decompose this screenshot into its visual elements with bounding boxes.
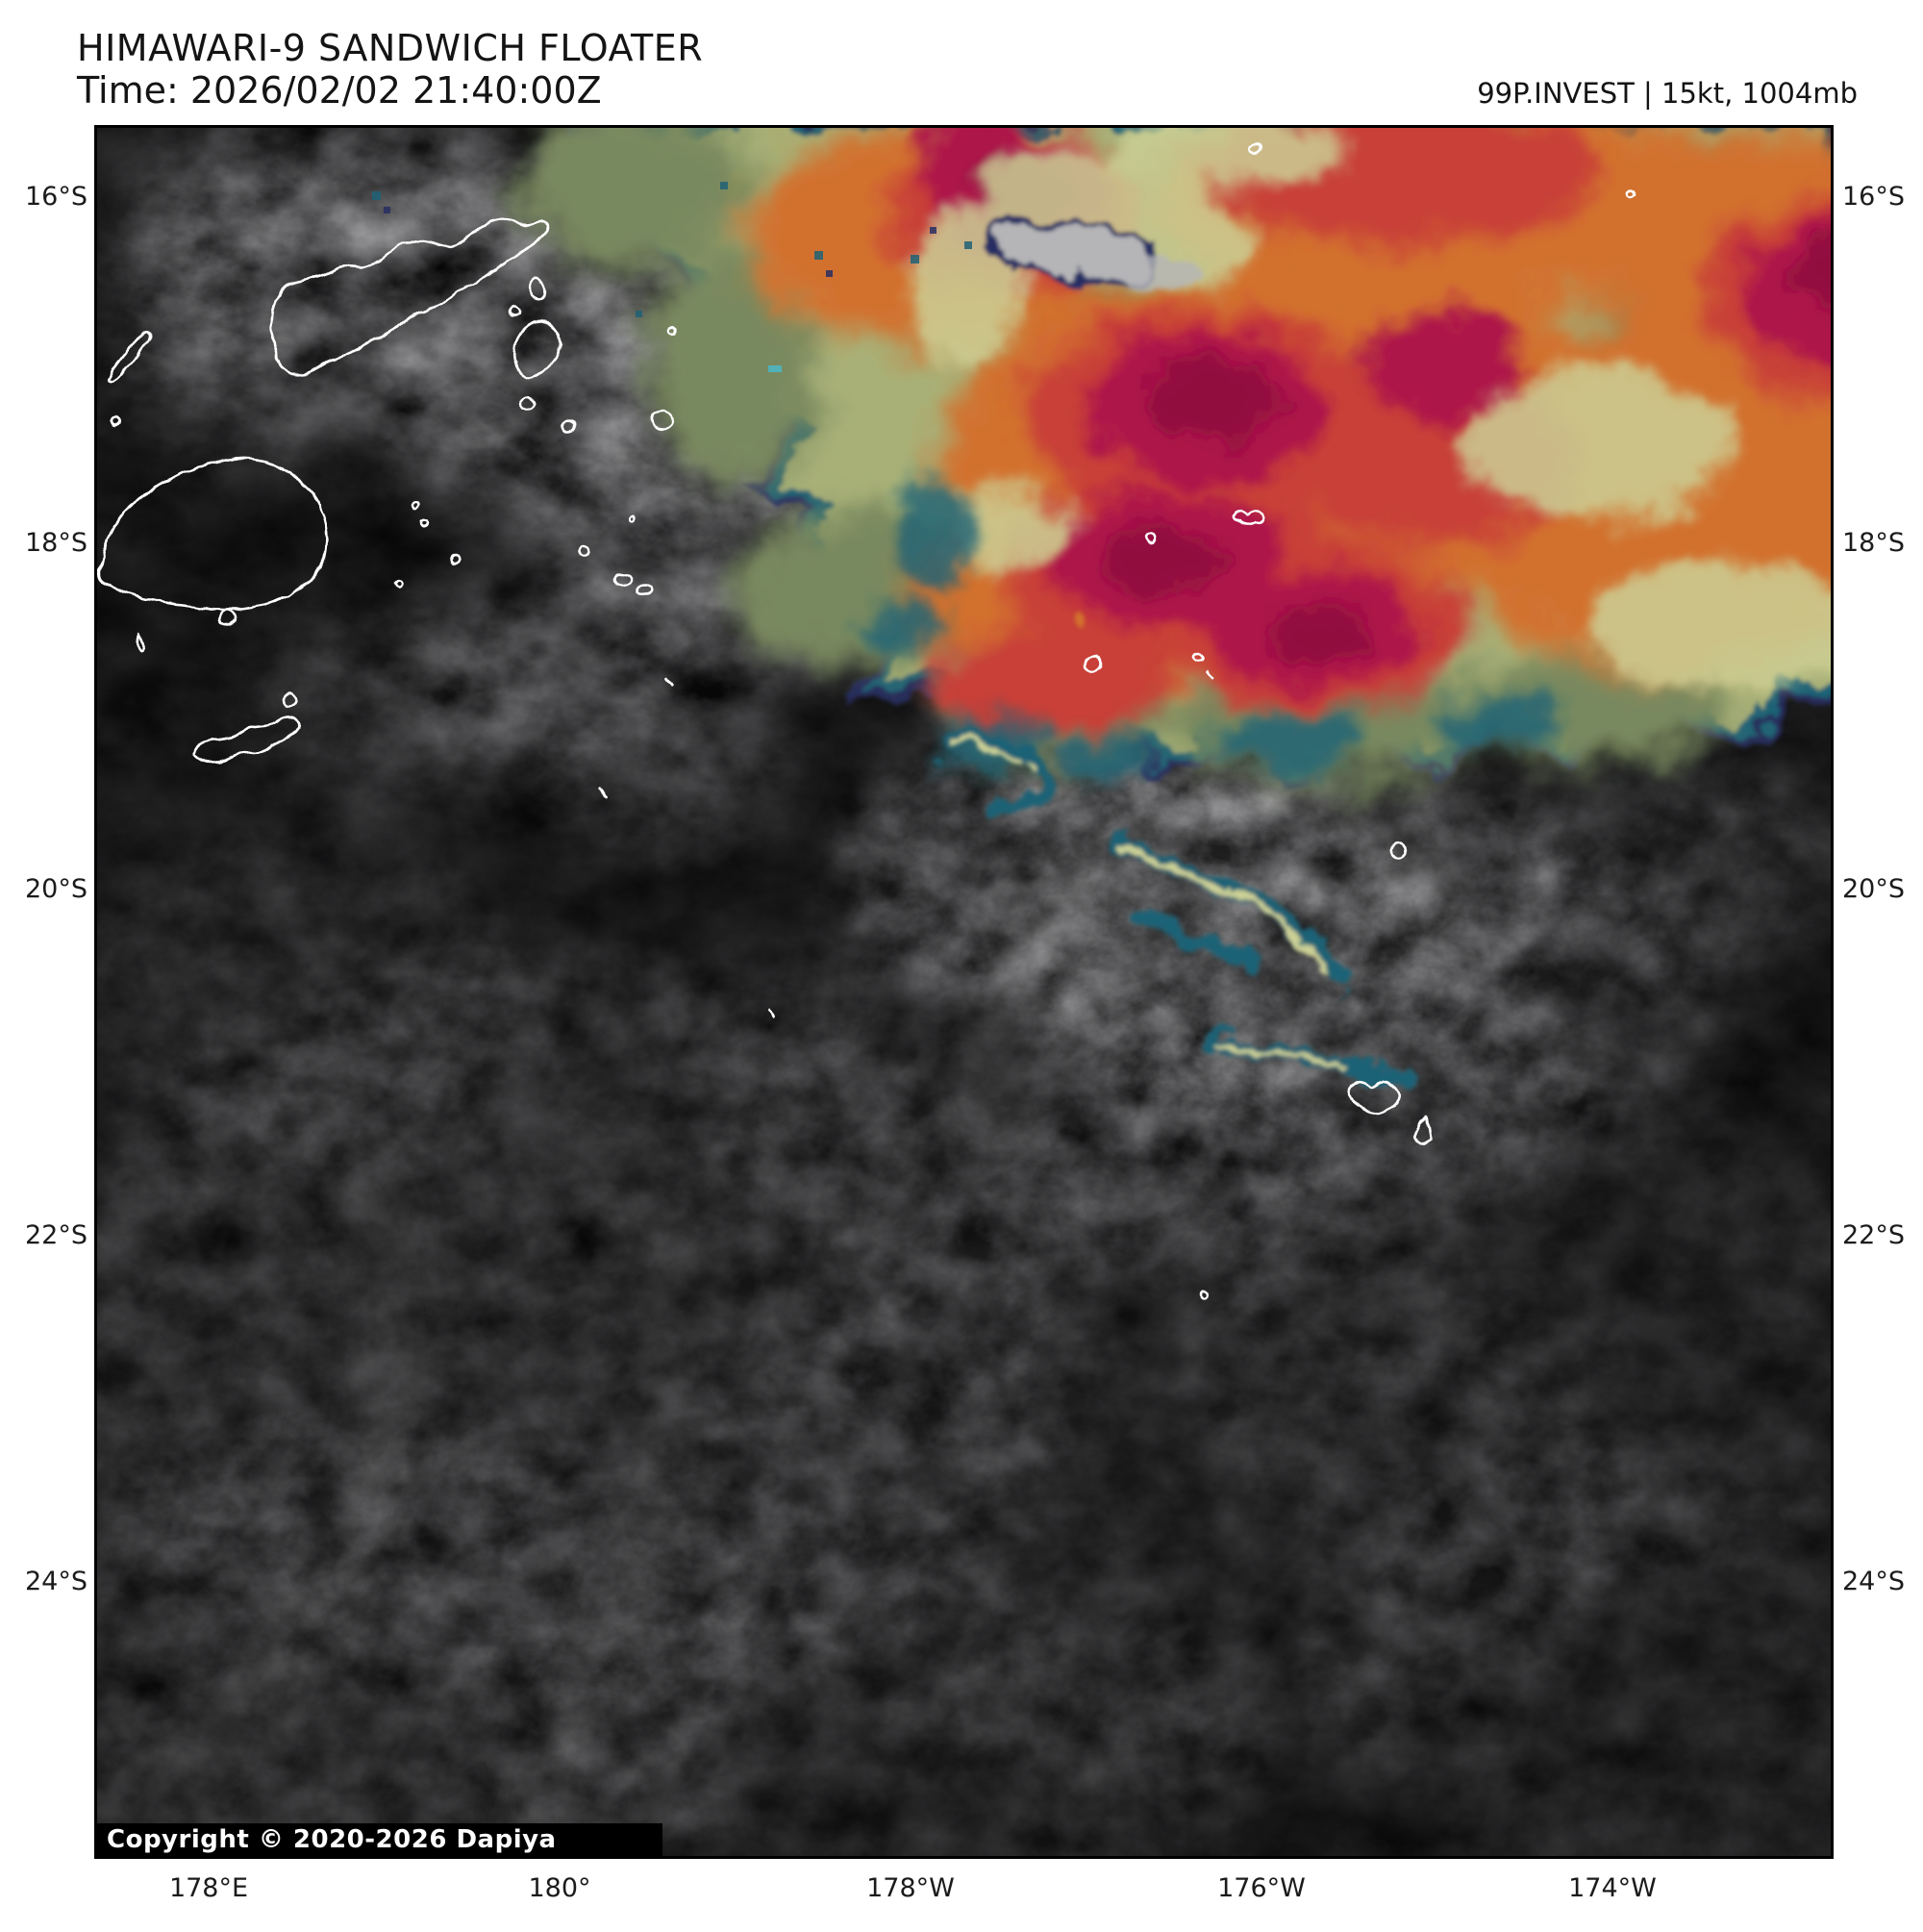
- lat-label-right-22s: 22°S: [1842, 1220, 1905, 1250]
- lon-label-178w: 178°W: [866, 1873, 955, 1903]
- coastline-qamea: [508, 304, 521, 317]
- coastline-small-island: [613, 572, 633, 588]
- cold-pixel-specks: [372, 182, 972, 372]
- lat-label-left-16s: 16°S: [25, 182, 87, 212]
- satellite-map-image: Copyright © 2020-2026 Dapiya: [94, 125, 1834, 1859]
- coastline-small-island: [393, 578, 405, 590]
- coastline-small-island: [666, 326, 678, 337]
- coastline-small-island: [598, 787, 608, 797]
- coastline-small-island: [1389, 841, 1409, 861]
- coastline-small-island: [410, 501, 420, 512]
- coastline-small-island: [420, 518, 430, 528]
- coastline-taveuni: [513, 319, 562, 379]
- time-label: Time: 2026/02/02 21:40:00Z: [77, 69, 602, 112]
- coastline-small-island: [561, 418, 576, 434]
- coastline-small-island: [1193, 652, 1205, 664]
- coastlines: [97, 142, 1637, 1301]
- coastline-viti-levu: [97, 457, 329, 611]
- silver-cloud-patch-small: [1116, 255, 1193, 289]
- cloud-swirl-arcs: [164, 774, 1471, 1838]
- teal-edge-bits: [857, 474, 1568, 787]
- convection-region: [520, 128, 1831, 787]
- coastline-kadavu: [190, 715, 300, 764]
- coastline-small-island: [1145, 532, 1159, 545]
- lat-label-left-18s: 18°S: [25, 528, 87, 558]
- coastline-small-island: [628, 514, 637, 523]
- lon-label-180: 180°: [528, 1873, 591, 1903]
- lon-label-178e: 178°E: [168, 1873, 249, 1903]
- coastline-small-island: [1084, 655, 1103, 674]
- coastline-tafahi: [1412, 1115, 1432, 1144]
- lat-label-right-24s: 24°S: [1842, 1567, 1905, 1596]
- lon-label-174w: 174°W: [1568, 1873, 1657, 1903]
- coastline-small-island: [1199, 1290, 1211, 1301]
- coastline-small-island: [218, 608, 237, 627]
- lat-label-right-16s: 16°S: [1842, 182, 1905, 212]
- copyright-label: Copyright © 2020-2026 Dapiya: [97, 1823, 662, 1856]
- coastline-small-island: [767, 1010, 776, 1020]
- coastline-vanua-levu: [270, 219, 550, 377]
- storm-info-label: 99P.INVEST | 15kt, 1004mb: [1477, 77, 1858, 110]
- lat-label-left-24s: 24°S: [25, 1567, 87, 1596]
- coastline-small-island: [1248, 142, 1262, 154]
- lat-label-right-20s: 20°S: [1842, 874, 1905, 904]
- coastline-yasawa: [107, 330, 152, 383]
- coastline-small-island: [136, 633, 145, 654]
- coastline-small-island: [1626, 188, 1637, 198]
- outflow-streaks: [935, 614, 1412, 1088]
- lat-label-right-18s: 18°S: [1842, 528, 1905, 558]
- coastline-small-island: [110, 415, 121, 427]
- satellite-imagery: [97, 128, 1831, 1856]
- coastline-small-island: [637, 583, 654, 596]
- page-title: HIMAWARI-9 SANDWICH FLOATER: [77, 27, 704, 69]
- coastline-small-island: [519, 394, 537, 412]
- pale-khaki-patches: [914, 128, 1831, 690]
- coastline-small-island: [650, 410, 675, 431]
- lat-label-left-20s: 20°S: [25, 874, 87, 904]
- lon-label-176w: 176°W: [1217, 1873, 1306, 1903]
- coastline-small-island: [577, 544, 590, 558]
- coastline-rabi: [527, 278, 546, 301]
- coastline-small-island: [664, 676, 674, 687]
- coastline-vanua-balavu: [1231, 510, 1264, 527]
- coastline-small-island: [449, 553, 461, 565]
- coastline-niuatoputapu: [1346, 1080, 1400, 1116]
- lat-label-left-22s: 22°S: [25, 1220, 87, 1250]
- coastline-small-island: [1206, 668, 1215, 680]
- coastline-small-island: [281, 691, 298, 709]
